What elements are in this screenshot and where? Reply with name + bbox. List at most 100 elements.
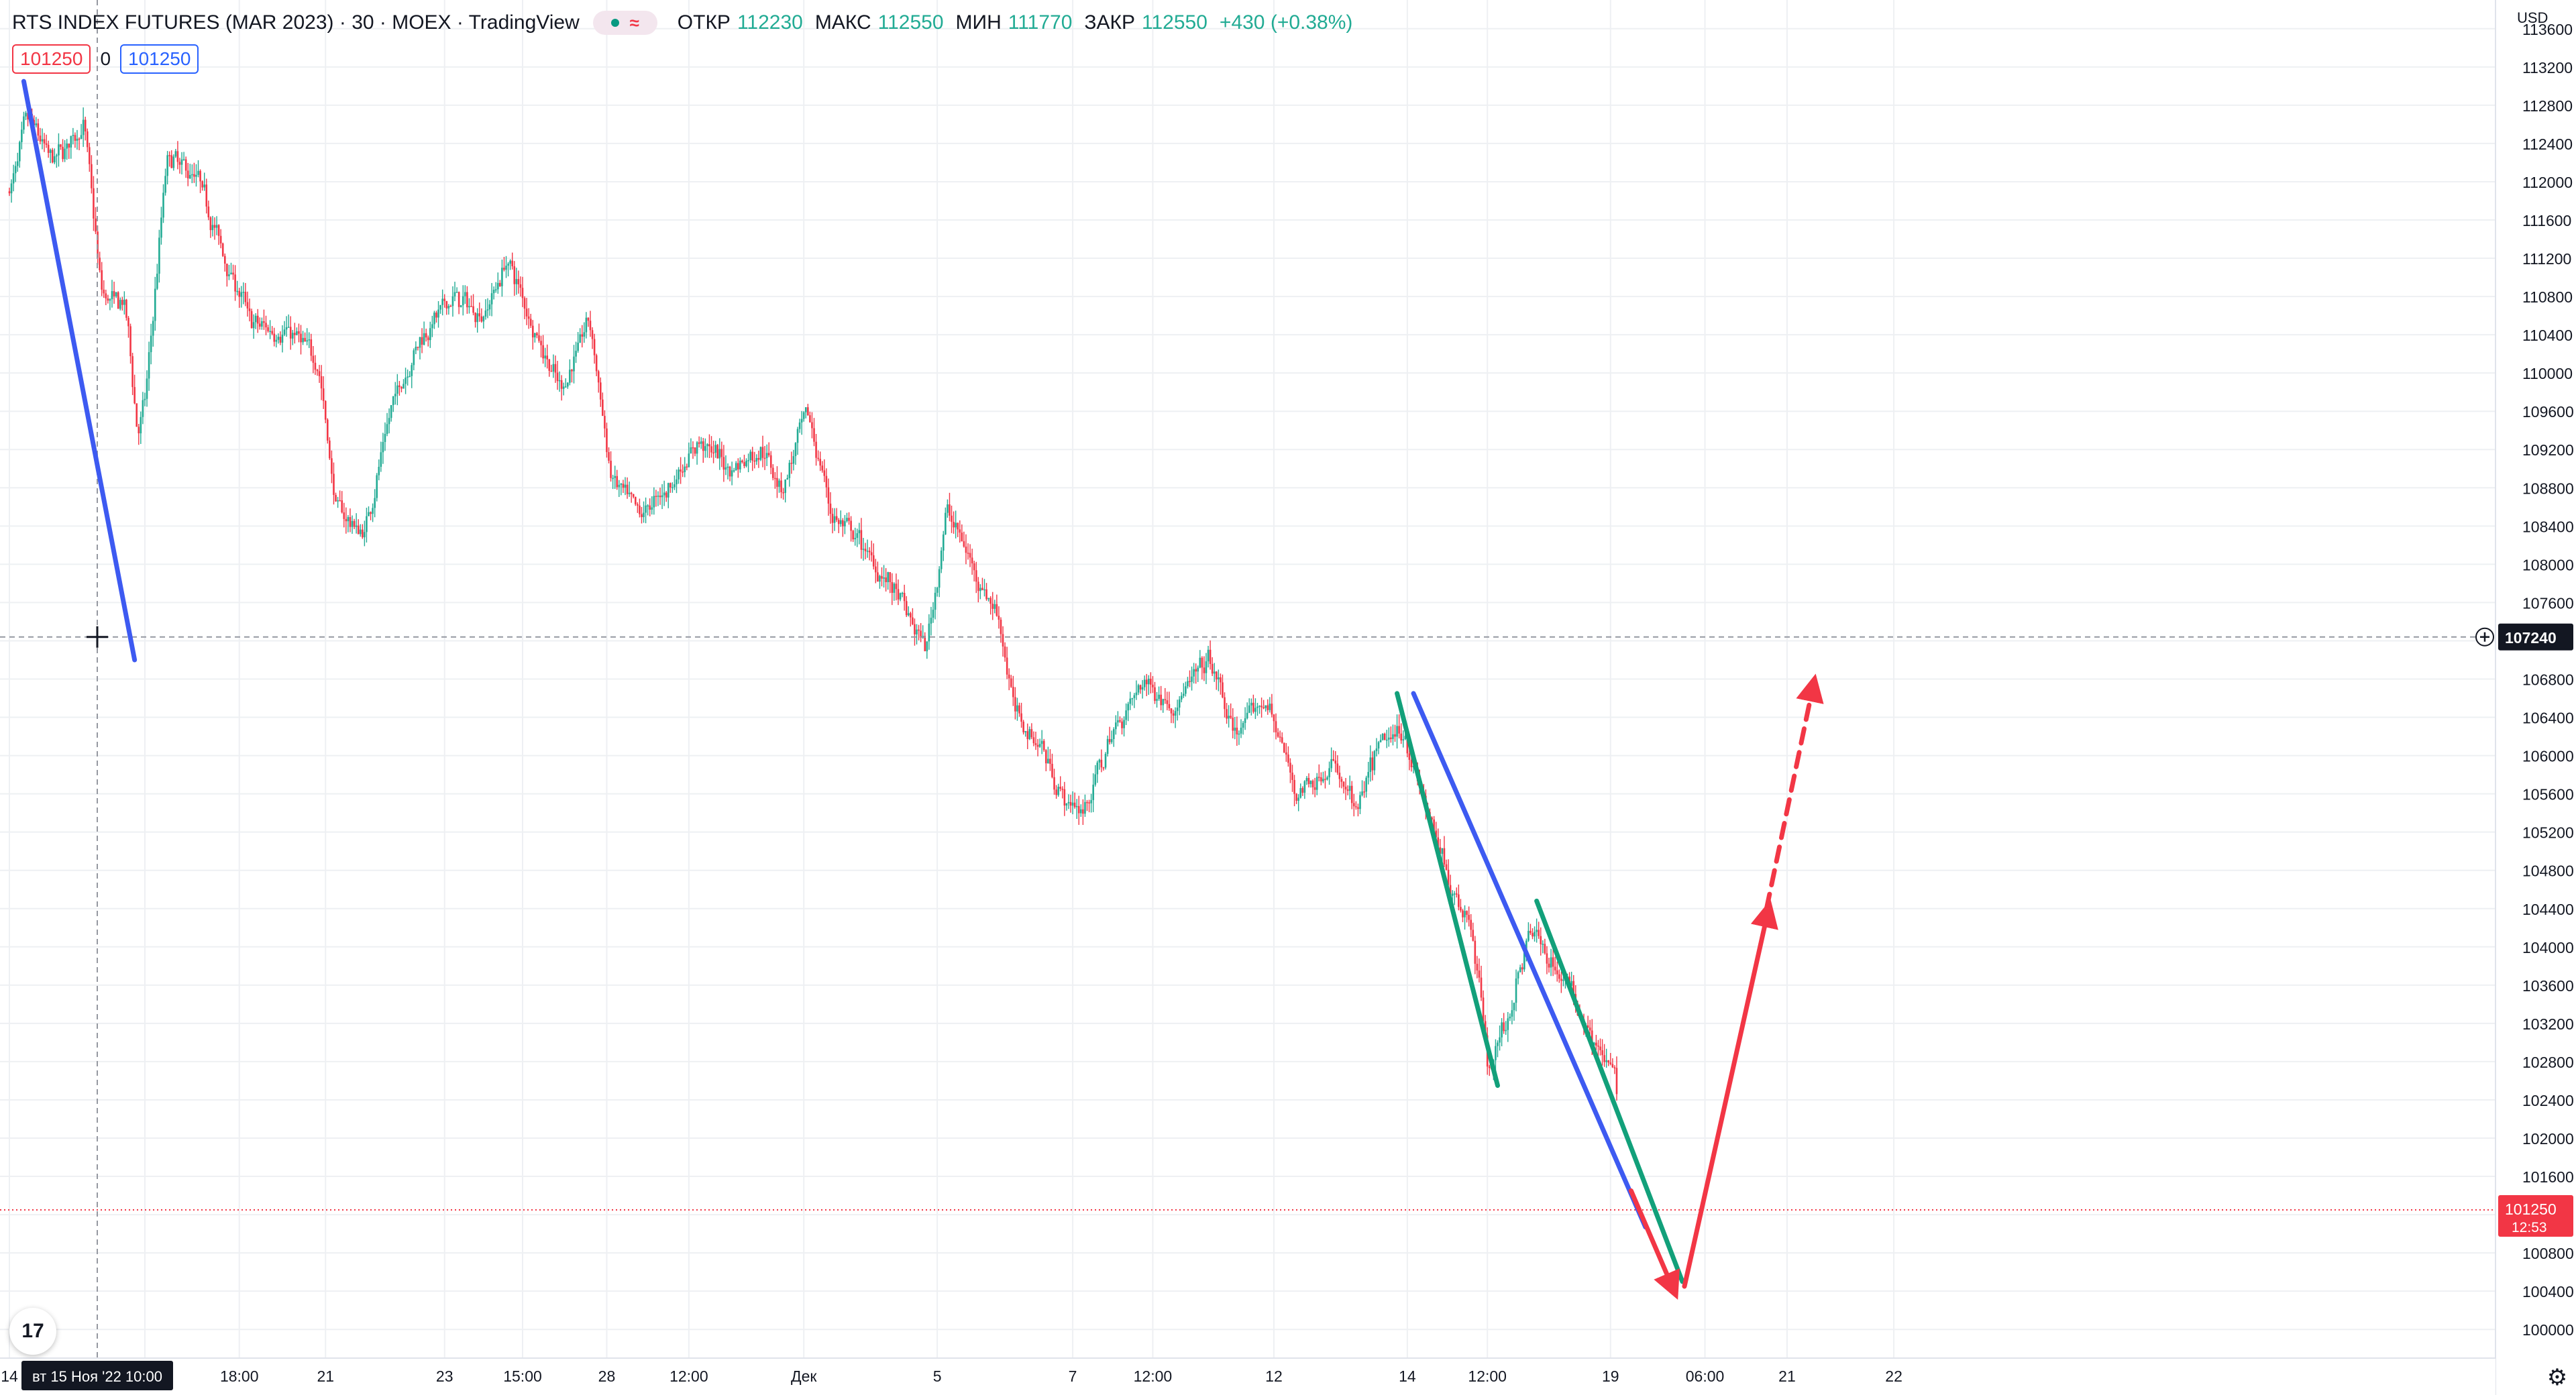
- candle-body: [68, 144, 70, 148]
- candle-body: [835, 516, 838, 520]
- candle-body: [1379, 740, 1382, 742]
- candle-body: [353, 520, 356, 527]
- buy-button[interactable]: 101250: [120, 44, 199, 74]
- candle-body: [903, 592, 906, 602]
- candle-body: [1402, 739, 1405, 741]
- candle-body: [1453, 893, 1456, 895]
- candle-body: [447, 306, 450, 309]
- candle-body: [1342, 781, 1345, 787]
- candle-body: [1322, 779, 1324, 782]
- candle-body: [733, 470, 735, 471]
- candle-body: [105, 293, 107, 298]
- candle-body: [511, 260, 513, 267]
- candle-body: [735, 463, 737, 471]
- candle-body: [386, 424, 388, 434]
- candle-body: [987, 598, 989, 600]
- symbol-title[interactable]: RTS INDEX FUTURES (MAR 2023) · 30 · MOEX…: [12, 11, 580, 34]
- candle-body: [630, 492, 633, 494]
- candle-body: [1211, 663, 1214, 674]
- y-tick-label: 103200: [2522, 1015, 2574, 1033]
- candle-body: [1367, 772, 1370, 778]
- candle-body: [747, 460, 749, 461]
- candle-body: [398, 385, 400, 388]
- y-tick-label: 102400: [2522, 1092, 2574, 1109]
- red-arrow-drawing: [1682, 899, 1778, 1289]
- candle-body: [150, 335, 152, 353]
- candle-body: [686, 466, 688, 468]
- candle-body: [669, 483, 672, 488]
- candle-body: [1010, 678, 1012, 687]
- candle-body: [1189, 681, 1191, 683]
- sell-button[interactable]: 101250: [12, 44, 91, 74]
- candle-body: [1285, 752, 1287, 755]
- candle-body: [62, 146, 64, 160]
- tradingview-logo-icon[interactable]: 17: [9, 1308, 56, 1355]
- candle-body: [470, 306, 472, 307]
- candle-body: [842, 520, 844, 526]
- candle-body: [532, 325, 534, 338]
- candle-body: [767, 453, 770, 455]
- candle-body: [1562, 979, 1564, 981]
- last-price-label: 101250: [2505, 1201, 2557, 1218]
- candle-body: [881, 575, 883, 579]
- x-tick-label: 18:00: [220, 1368, 259, 1385]
- candle-body: [589, 321, 592, 331]
- candle-body: [1482, 997, 1485, 1021]
- candle-body: [1187, 681, 1189, 687]
- candle-body: [1218, 677, 1220, 679]
- candle-body: [405, 378, 407, 384]
- candle-body: [1478, 970, 1481, 978]
- candle-body: [1544, 944, 1546, 954]
- y-tick-label: 108800: [2522, 480, 2574, 497]
- candle-body: [684, 466, 686, 472]
- ohlc-high-key: МАКС: [814, 11, 871, 34]
- candle-body: [1303, 781, 1306, 793]
- candle-body: [651, 507, 653, 510]
- candle-body: [394, 394, 396, 396]
- candle-body: [45, 143, 48, 145]
- candle-body: [1499, 1037, 1501, 1043]
- candle-body: [1295, 793, 1297, 801]
- candle-body: [1166, 700, 1169, 704]
- candle-body: [267, 327, 269, 331]
- candle-body: [815, 441, 817, 458]
- candle-body: [507, 264, 509, 266]
- candle-body: [870, 552, 873, 555]
- x-tick-label: 28: [598, 1368, 616, 1385]
- y-tick-label: 112800: [2522, 97, 2573, 115]
- candle-body: [848, 518, 850, 521]
- candle-body: [989, 598, 991, 604]
- candle-body: [1560, 979, 1562, 981]
- candle-body: [727, 466, 729, 468]
- candle-body: [271, 331, 273, 334]
- candle-body: [1597, 1046, 1599, 1047]
- candle-body: [975, 570, 977, 582]
- candle-body: [1330, 759, 1332, 769]
- candle-body: [1131, 698, 1134, 700]
- candle-body: [678, 469, 680, 480]
- y-tick-label: 105200: [2522, 824, 2574, 842]
- market-status-toggle[interactable]: ≈: [592, 11, 657, 35]
- candle-body: [1609, 1062, 1612, 1064]
- y-tick-label: 101600: [2522, 1168, 2574, 1186]
- candle-body: [343, 512, 345, 519]
- candle-body: [731, 470, 733, 477]
- y-tick-label: 109200: [2522, 441, 2574, 459]
- candle-body: [1554, 966, 1556, 970]
- plus-icon: [2480, 632, 2489, 642]
- candle-body: [1311, 781, 1314, 787]
- candle-body: [1390, 737, 1392, 739]
- candle-body: [1201, 657, 1203, 668]
- candle-body: [162, 192, 164, 218]
- candle-body: [587, 317, 590, 321]
- candle-body: [93, 188, 95, 219]
- candle-body: [115, 292, 117, 296]
- candle-body: [1375, 748, 1378, 751]
- candle-body: [792, 456, 795, 464]
- candle-body: [1348, 785, 1351, 791]
- candle-body: [1511, 1010, 1513, 1017]
- gear-icon[interactable]: ⚙: [2546, 1365, 2568, 1390]
- candle-body: [1028, 729, 1031, 740]
